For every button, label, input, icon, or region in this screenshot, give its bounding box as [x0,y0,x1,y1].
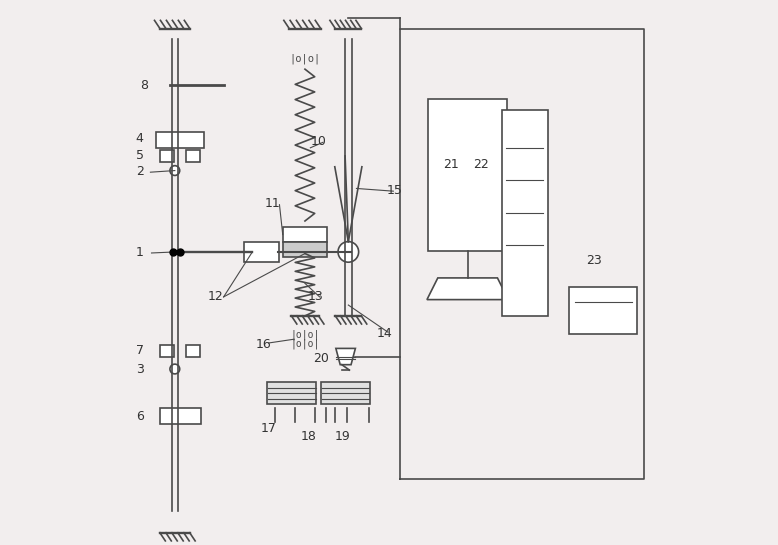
Polygon shape [156,131,204,148]
Text: 6: 6 [135,410,143,423]
Polygon shape [336,348,356,365]
Text: 21: 21 [443,158,459,171]
Circle shape [338,241,359,262]
Polygon shape [160,408,201,425]
Text: 2: 2 [135,165,143,178]
Circle shape [170,166,180,175]
Text: 20: 20 [314,352,329,365]
Text: 11: 11 [265,197,280,210]
Text: 22: 22 [473,158,489,171]
Text: |o|o|: |o|o| [290,339,320,349]
Text: 15: 15 [387,184,402,197]
Polygon shape [427,278,508,300]
Text: 14: 14 [377,327,393,340]
Polygon shape [186,150,200,162]
Polygon shape [282,227,328,242]
Polygon shape [282,241,328,257]
Circle shape [170,364,180,374]
Text: 10: 10 [310,135,327,148]
Polygon shape [321,382,370,404]
Text: 7: 7 [135,343,144,356]
Polygon shape [569,287,637,334]
Text: 8: 8 [140,79,148,92]
Polygon shape [429,99,507,251]
Text: 12: 12 [208,290,223,304]
Text: 1: 1 [135,246,143,259]
Polygon shape [160,345,174,357]
Text: 13: 13 [308,290,324,304]
Text: 23: 23 [586,254,602,267]
Text: 18: 18 [301,430,317,443]
Text: 19: 19 [335,430,351,443]
Text: |o|o|: |o|o| [289,53,321,64]
Polygon shape [502,110,548,316]
Text: |o|o|: |o|o| [290,330,320,340]
Polygon shape [160,150,174,162]
Polygon shape [244,241,279,262]
Text: 3: 3 [135,362,143,376]
Polygon shape [267,382,316,404]
Text: 5: 5 [135,149,144,162]
Text: 4: 4 [135,131,143,144]
Polygon shape [186,345,200,357]
Text: 17: 17 [261,422,276,434]
Text: 16: 16 [255,337,271,350]
